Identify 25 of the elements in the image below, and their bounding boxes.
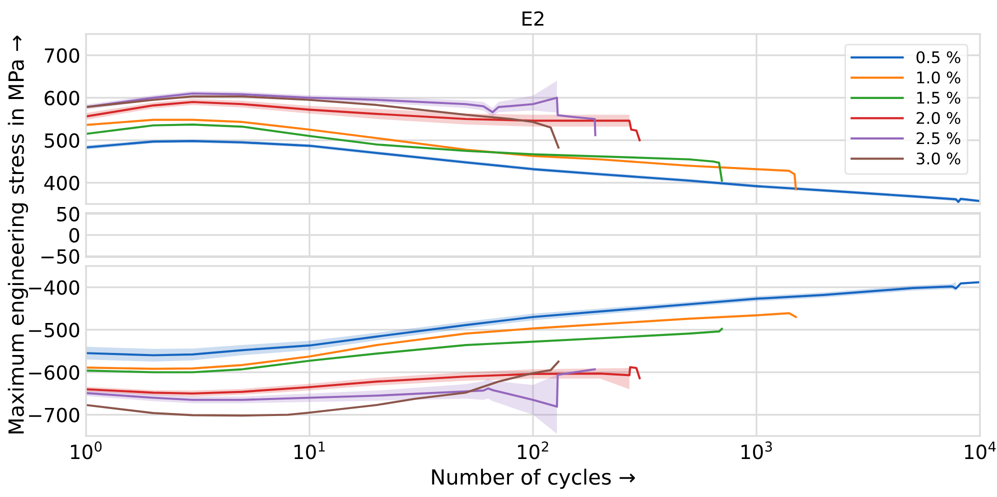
chart-title: E2 <box>522 11 544 26</box>
legend-label: 1.5 % <box>917 92 960 104</box>
x-tick-label: 10$^{3}$ <box>742 441 772 460</box>
legend-label: 2.0 % <box>916 112 960 124</box>
y-tick-label: −700 <box>29 408 80 422</box>
legend-label: 0.5 % <box>916 51 960 64</box>
legend-label: 1.0 % <box>917 71 960 84</box>
y-tick-label: 400 <box>44 176 80 190</box>
y-tick-label: −600 <box>29 365 80 380</box>
y-tick-label: 500 <box>44 133 80 148</box>
y-tick-label: 700 <box>44 48 80 63</box>
x-tick-label: 10$^{4}$ <box>965 442 996 460</box>
x-tick-label: 10$^{0}$ <box>71 441 102 460</box>
legend-label: 2.5 % <box>916 132 960 144</box>
y-tick-label: −400 <box>29 280 80 295</box>
y-tick-label: 0 <box>69 228 80 243</box>
y-tick-label: −50 <box>41 249 80 264</box>
y-axis-title: Maximum engineering stress in MPa → <box>8 36 28 434</box>
x-axis-title: Number of cycles → <box>432 468 635 489</box>
x-tick-label: 10$^{1}$ <box>294 442 325 460</box>
y-tick-label: −500 <box>29 322 80 338</box>
y-tick-label: 50 <box>57 206 80 222</box>
legend-label: 3.0 % <box>916 152 960 165</box>
x-tick-label: 10$^{2}$ <box>518 441 548 460</box>
y-tick-label: 600 <box>44 90 80 106</box>
